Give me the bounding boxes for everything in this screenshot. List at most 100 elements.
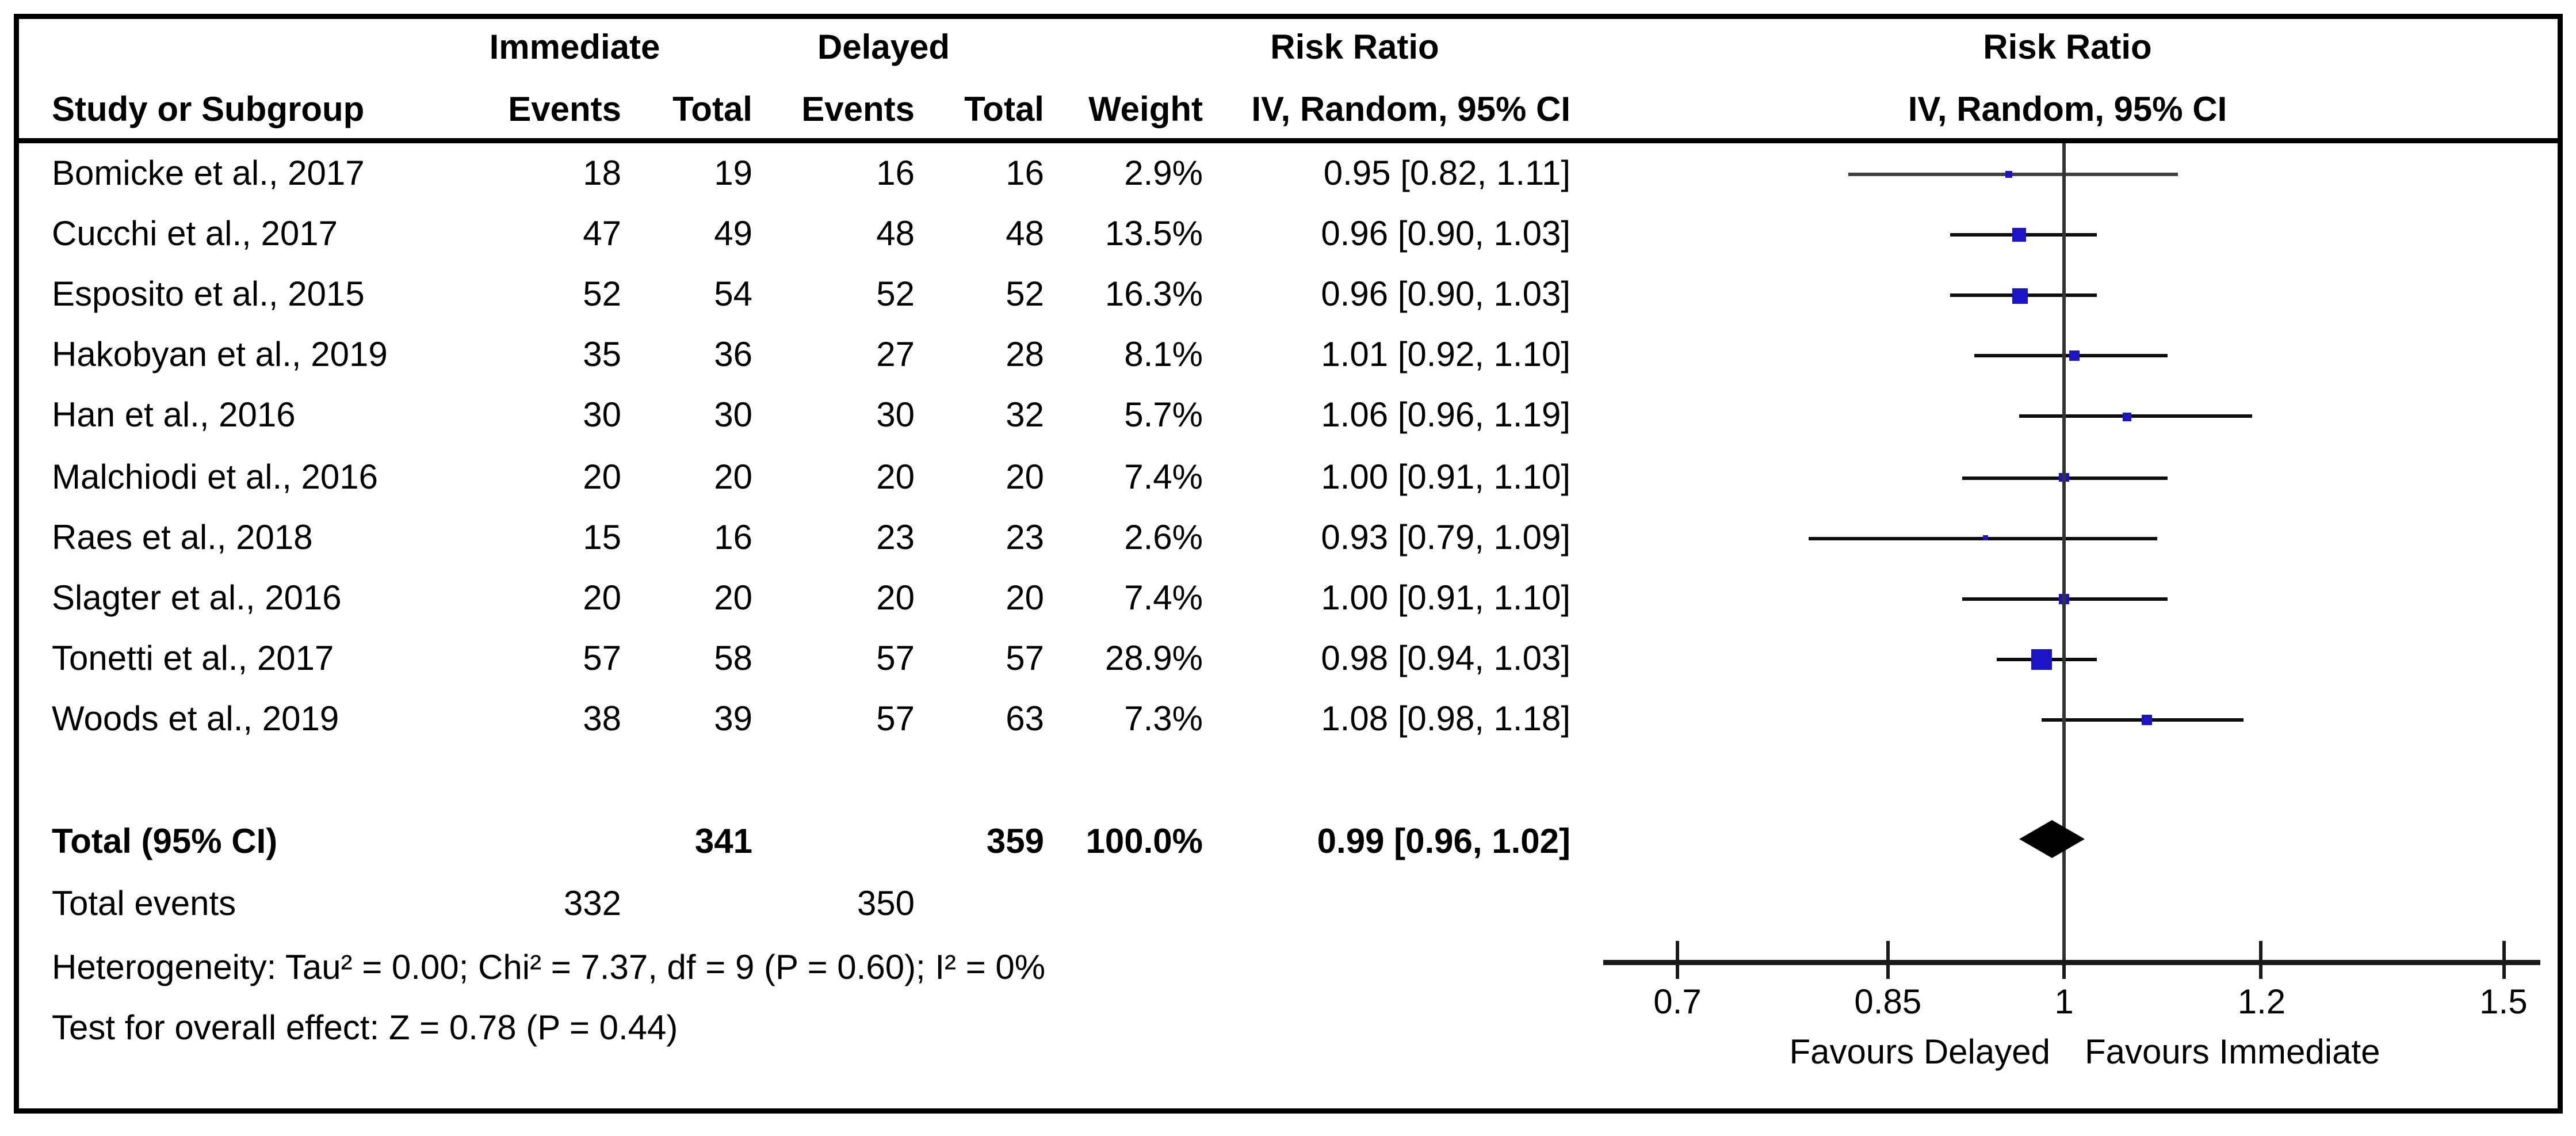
axis-tick-label: 1.2 [2237, 984, 2286, 1022]
study-name: Woods et al., 2019 [52, 700, 339, 739]
delayed-total-value: 16 [1006, 155, 1044, 193]
total-events-label: Total events [52, 886, 236, 924]
overall-effect-note: Test for overall effect: Z = 0.78 (P = 0… [52, 1010, 678, 1048]
delayed-total-value: 28 [1006, 337, 1044, 375]
total-row-label: Total (95% CI) [52, 824, 278, 861]
ci-line [2020, 415, 2253, 419]
immediate-total-header: Total [672, 92, 752, 129]
effect-marker [2012, 288, 2028, 303]
rr-ci-value: 1.00 [0.91, 1.10] [1321, 580, 1570, 618]
favours-left-label: Favours Delayed [1789, 1034, 2050, 1072]
effect-marker [2012, 228, 2027, 242]
immediate-total-value: 19 [714, 155, 752, 193]
delayed-total-value: 20 [1006, 458, 1044, 497]
study-name: Slagter et al., 2016 [52, 580, 342, 618]
immediate-total-value: 36 [714, 337, 752, 375]
header-divider [17, 138, 2559, 143]
study-name: Bomicke et al., 2017 [52, 155, 365, 193]
rr-ci-value: 0.96 [0.90, 1.03] [1321, 276, 1570, 315]
weight-value: 16.3% [1104, 276, 1203, 315]
delayed-total-header: Total [964, 92, 1044, 129]
delayed-total-value: 52 [1006, 276, 1044, 315]
weight-value: 8.1% [1124, 337, 1203, 375]
weight-value: 28.9% [1104, 640, 1203, 678]
ci-line [1849, 173, 2177, 176]
delayed-total-value: 20 [1006, 580, 1044, 618]
immediate-events-value: 20 [583, 458, 621, 497]
immediate-total-value: 16 [714, 519, 752, 557]
delayed-total-value: 57 [1006, 640, 1044, 678]
axis-tick-label: 1 [2054, 984, 2074, 1022]
effect-marker [1982, 535, 1989, 542]
effect-marker [2069, 350, 2081, 362]
x-axis [1603, 960, 2540, 965]
rr-ci-value: 1.08 [0.98, 1.18] [1321, 700, 1570, 739]
weight-column-header: Weight [1088, 92, 1203, 129]
immediate-total-value: 58 [714, 640, 752, 678]
rr-ci-value: 0.95 [0.82, 1.11] [1323, 155, 1570, 193]
delayed-total-value: 48 [1006, 216, 1044, 254]
delayed-events-value: 30 [876, 398, 915, 436]
study-name: Han et al., 2016 [52, 398, 296, 436]
group-header-immediate: Immediate [489, 29, 660, 67]
weight-value: 7.4% [1124, 580, 1203, 618]
immediate-total-value: 49 [714, 216, 752, 254]
immediate-total-value: 20 [714, 458, 752, 497]
delayed-total-value: 63 [1006, 700, 1044, 739]
immediate-total-value: 39 [714, 700, 752, 739]
axis-tick-label: 0.85 [1854, 984, 1922, 1022]
immediate-events-value: 38 [583, 700, 621, 739]
effect-column-subheader: IV, Random, 95% CI [1251, 92, 1570, 129]
rr-ci-value: 0.93 [0.79, 1.09] [1321, 519, 1570, 557]
weight-value: 5.7% [1124, 398, 1203, 436]
favours-right-label: Favours Immediate [2085, 1034, 2380, 1072]
study-name: Hakobyan et al., 2019 [52, 337, 388, 375]
total-immediate-total: 341 [694, 824, 752, 861]
delayed-events-value: 52 [876, 276, 915, 315]
immediate-events-value: 18 [583, 155, 621, 193]
rr-ci-value: 0.98 [0.94, 1.03] [1321, 640, 1570, 678]
delayed-events-value: 16 [876, 155, 915, 193]
delayed-events-value: 23 [876, 519, 915, 557]
group-header-delayed: Delayed [817, 29, 950, 67]
pooled-estimate-diamond [2020, 820, 2086, 858]
immediate-events-value: 30 [583, 398, 621, 436]
total-events-immediate: 332 [563, 886, 621, 924]
effect-marker [2122, 412, 2132, 422]
axis-tick-label: 1.5 [2479, 984, 2528, 1022]
immediate-events-header: Events [508, 92, 621, 129]
immediate-total-value: 30 [714, 398, 752, 436]
delayed-events-value: 20 [876, 580, 915, 618]
plot-column-title: Risk Ratio [1983, 29, 2152, 67]
delayed-events-value: 57 [876, 700, 915, 739]
axis-tick-label: 0.7 [1653, 984, 1702, 1022]
immediate-total-value: 20 [714, 580, 752, 618]
immediate-total-value: 54 [714, 276, 752, 315]
delayed-events-value: 48 [876, 216, 915, 254]
immediate-events-value: 15 [583, 519, 621, 557]
delayed-events-value: 20 [876, 458, 915, 497]
total-delayed-total: 359 [986, 824, 1044, 861]
study-name: Esposito et al., 2015 [52, 276, 365, 315]
null-effect-line [2062, 143, 2066, 960]
delayed-events-header: Events [801, 92, 915, 129]
weight-value: 7.3% [1124, 700, 1203, 739]
immediate-events-value: 57 [583, 640, 621, 678]
immediate-events-value: 52 [583, 276, 621, 315]
immediate-events-value: 47 [583, 216, 621, 254]
delayed-events-value: 27 [876, 337, 915, 375]
total-weight: 100.0% [1086, 824, 1203, 861]
plot-border [14, 14, 2563, 1114]
study-name: Raes et al., 2018 [52, 519, 313, 557]
plot-column-subheader: IV, Random, 95% CI [1908, 92, 2227, 129]
study-name: Malchiodi et al., 2016 [52, 458, 379, 497]
rr-ci-value: 1.01 [0.92, 1.10] [1321, 337, 1570, 375]
rr-ci-value: 0.96 [0.90, 1.03] [1321, 216, 1570, 254]
effect-marker [2142, 714, 2153, 725]
effect-marker [2005, 171, 2012, 178]
study-name: Tonetti et al., 2017 [52, 640, 334, 678]
delayed-total-value: 32 [1006, 398, 1044, 436]
total-rr-ci: 0.99 [0.96, 1.02] [1317, 824, 1570, 861]
weight-value: 7.4% [1124, 458, 1203, 497]
